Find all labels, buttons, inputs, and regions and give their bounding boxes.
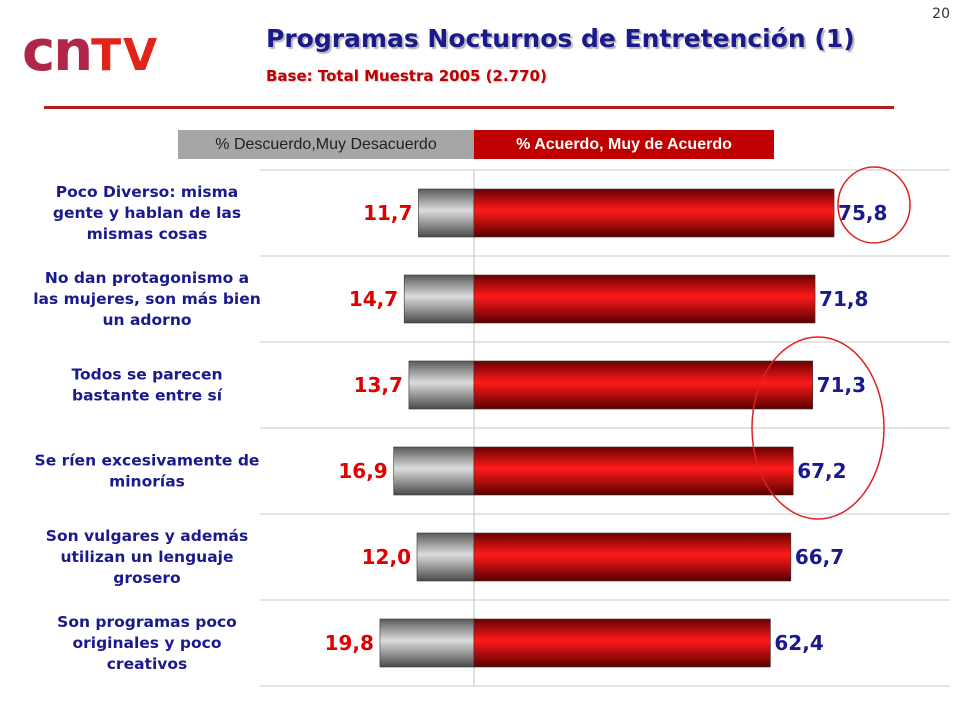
value-label-agree: 67,2 [797,459,846,483]
bar-agree [473,446,794,496]
bar-disagree [403,274,475,324]
category-label: Se ríen excesivamente de minorías [35,452,260,491]
bar-disagree [393,446,475,496]
category-label: Poco Diverso: misma gente y hablan de las… [53,183,241,243]
bar-disagree [416,532,475,582]
value-label-disagree: 13,7 [354,373,403,397]
value-label-disagree: 14,7 [349,287,398,311]
category-label: Son vulgares y además utilizan un lenguaj… [46,527,248,587]
page-number: 20 [932,6,950,22]
cntv-logo: cnTV [22,24,159,80]
bar-agree [473,360,813,410]
highlight-circle-middle [751,336,885,520]
chart-subtitle: Base: Total Muestra 2005 (2.770) [266,67,547,85]
value-label-agree: 71,8 [819,287,868,311]
logo-cn: cn [22,19,93,84]
bar-agree [473,532,792,582]
value-label-agree: 62,4 [774,631,823,655]
legend-positive: % Acuerdo, Muy de Acuerdo [474,130,774,159]
value-label-agree: 75,8 [838,201,887,225]
value-label-disagree: 11,7 [363,201,412,225]
value-label-disagree: 12,0 [362,545,411,569]
legend-negative: % Descuerdo,Muy Desacuerdo [178,130,474,159]
logo-tv: TV [91,30,160,81]
value-label-agree: 71,3 [817,373,866,397]
bar-disagree [379,618,475,668]
bar-disagree [408,360,475,410]
title-divider [44,106,894,109]
category-label: Son programas poco originales y poco creat… [57,613,237,673]
category-label: Todos se parecen bastante entre sí [71,366,222,405]
bar-agree [473,188,835,238]
highlight-circle-top [837,166,911,244]
bar-agree [473,274,816,324]
chart-title: Programas Nocturnos de Entretención (1) [266,24,855,53]
value-label-disagree: 16,9 [338,459,387,483]
category-label: No dan protagonismo a las mujeres, son má… [33,269,261,329]
value-label-disagree: 19,8 [325,631,374,655]
value-label-agree: 66,7 [795,545,844,569]
bar-disagree [418,188,475,238]
bar-agree [473,618,771,668]
